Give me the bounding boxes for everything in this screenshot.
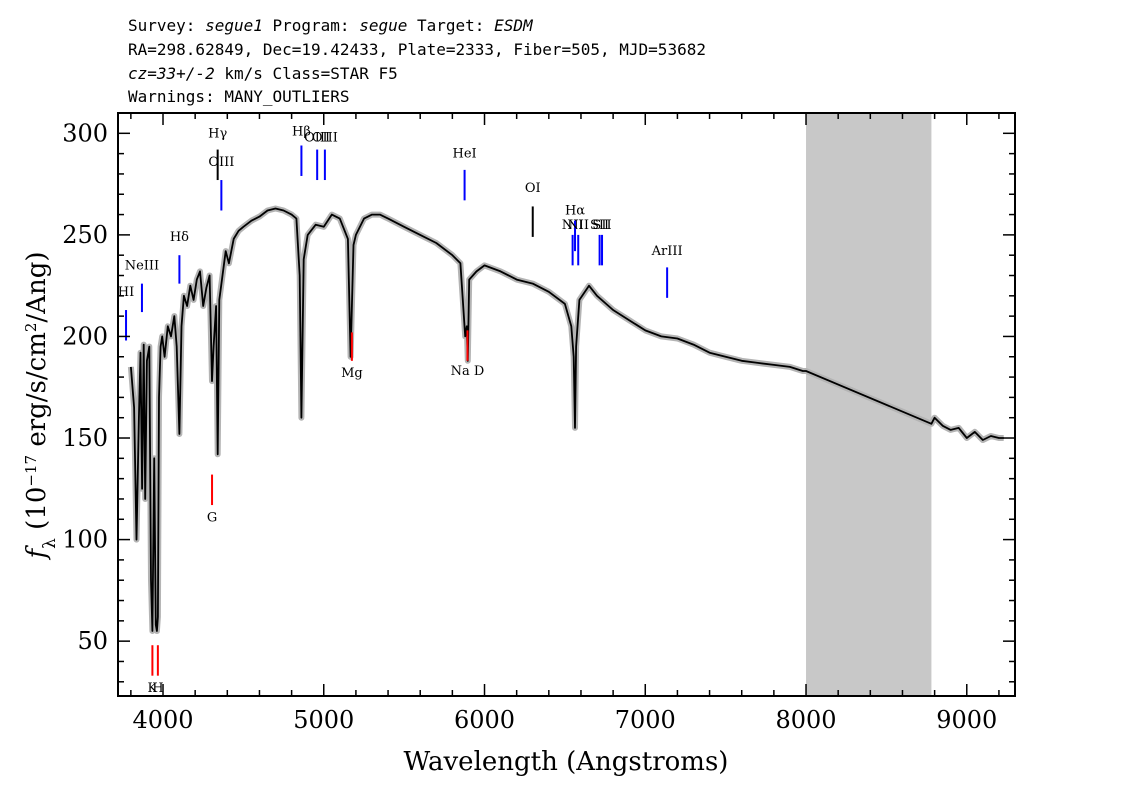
line-label-hei: HeI <box>452 147 476 162</box>
line-label-mg: Mg <box>341 366 363 381</box>
spectrum-line <box>130 207 1004 632</box>
line-label-ariii: ArIII <box>651 244 683 259</box>
line-label-nii: NII <box>567 218 589 233</box>
line-label-h-: Hγ <box>208 126 227 141</box>
x-tick-label: 9000 <box>936 706 997 734</box>
header-line-survey: Survey: segue1 Program: segue Target: ES… <box>128 16 534 35</box>
x-tick-label: 5000 <box>293 706 354 734</box>
masked-region <box>806 113 932 696</box>
header-block: Survey: segue1 Program: segue Target: ES… <box>128 16 706 106</box>
line-label-h-: Hβ <box>292 124 311 139</box>
header-line-warnings: Warnings: MANY_OUTLIERS <box>128 87 350 106</box>
header-line-coordinates: RA=298.62849, Dec=19.42433, Plate=2333, … <box>128 40 706 59</box>
x-tick-label: 8000 <box>775 706 836 734</box>
y-tick-label: 150 <box>62 424 108 452</box>
line-label-sii: SII <box>592 218 611 233</box>
plot-frame <box>117 112 1016 697</box>
line-label-oiii: OIII <box>208 155 234 170</box>
line-label-hi: HI <box>118 285 134 300</box>
y-tick-label: 300 <box>62 119 108 147</box>
line-label-sii: SII <box>590 218 609 233</box>
x-axis-title: Wavelength (Angstroms) <box>404 747 729 777</box>
line-label-k: K <box>148 681 158 696</box>
y-tick-label: 50 <box>77 627 108 655</box>
line-label-na-d: Na D <box>451 364 485 379</box>
line-label-h: H <box>152 681 163 696</box>
header-line-redshift-class: cz=33+/-2 km/s Class=STAR F5 <box>128 64 398 83</box>
y-tick-label: 250 <box>62 221 108 249</box>
y-axis-title: fλ (10−17 erg/s/cm2/Ang) <box>22 252 60 561</box>
line-label-h-: Hα <box>565 204 585 219</box>
x-tick-label: 6000 <box>454 706 515 734</box>
line-label-oiii: OIII <box>312 130 338 145</box>
line-label-oi: OI <box>525 181 541 196</box>
x-tick-label: 7000 <box>615 706 676 734</box>
line-label-h-: Hδ <box>170 230 189 245</box>
line-label-oiii: OIII <box>304 130 330 145</box>
y-tick-label: 100 <box>62 526 108 554</box>
line-label-neiii: NeIII <box>125 258 159 273</box>
line-label-nii: NII <box>562 218 584 233</box>
x-tick-label: 4000 <box>132 706 193 734</box>
y-tick-label: 200 <box>62 322 108 350</box>
line-label-g: G <box>207 510 217 525</box>
